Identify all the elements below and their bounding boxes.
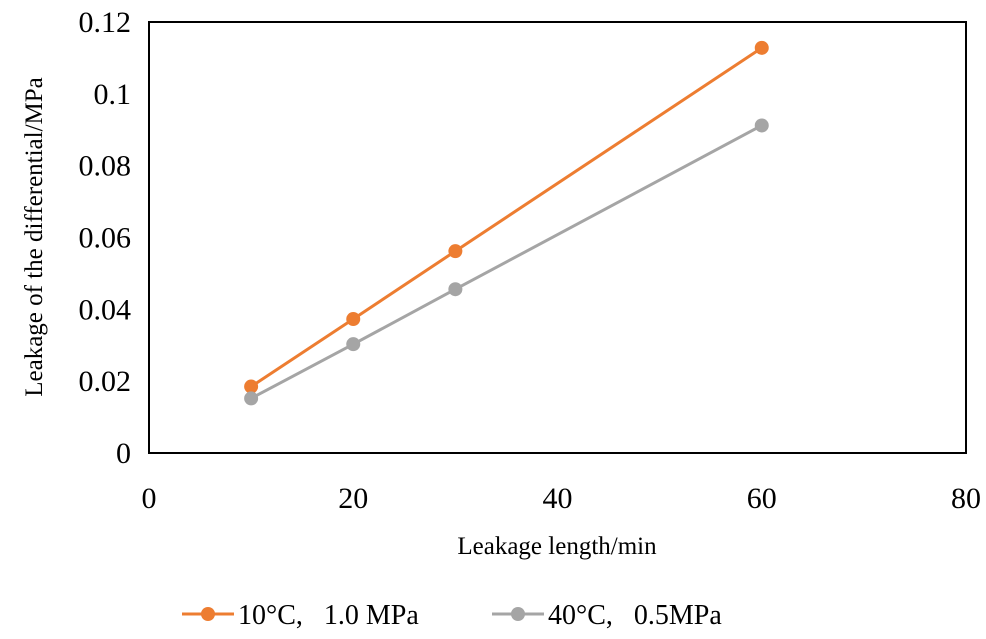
x-tick-label: 20	[338, 482, 368, 515]
y-tick-label: 0.04	[79, 293, 132, 326]
legend-label: 40°C, 0.5MPa	[548, 600, 722, 631]
y-tick-label: 0.12	[79, 6, 132, 39]
legend-label: 10°C, 1.0 MPa	[238, 600, 419, 631]
x-axis-title: Leakage length/min	[457, 533, 657, 560]
y-tick-label: 0.1	[94, 78, 132, 111]
x-tick-label: 0	[142, 482, 157, 515]
y-tick-label: 0.08	[79, 150, 132, 183]
y-tick-label: 0.02	[79, 365, 132, 398]
series-line-2	[250, 124, 763, 400]
series-1-point	[754, 40, 769, 55]
y-tick-label: 0.06	[79, 222, 132, 255]
series-layer	[244, 40, 769, 406]
legend: 10°C, 1.0 MPa 40°C, 0.5MPa	[182, 600, 722, 631]
legend-item-1: 10°C, 1.0 MPa	[182, 600, 419, 631]
series-1-point	[448, 244, 463, 259]
series-1-point	[346, 312, 361, 327]
series-2-point	[244, 391, 259, 406]
x-tick-label: 60	[747, 482, 777, 515]
x-axis-ticks: 0 20 40 60 80	[142, 482, 982, 515]
legend-marker	[201, 607, 215, 621]
series-line-1	[250, 46, 763, 388]
series-2-point	[346, 337, 361, 352]
legend-item-2: 40°C, 0.5MPa	[492, 600, 722, 631]
series-1-point	[244, 379, 259, 394]
legend-marker	[511, 607, 525, 621]
series-2-point	[448, 282, 463, 297]
x-tick-label: 40	[543, 482, 573, 515]
y-axis-ticks: 0 0.02 0.04 0.06 0.08 0.1 0.12	[79, 6, 132, 470]
y-tick-label: 0	[116, 437, 131, 470]
series-2-point	[754, 118, 769, 133]
x-tick-label: 80	[951, 482, 981, 515]
y-axis-title: Leakage of the differential/MPa	[21, 77, 48, 397]
